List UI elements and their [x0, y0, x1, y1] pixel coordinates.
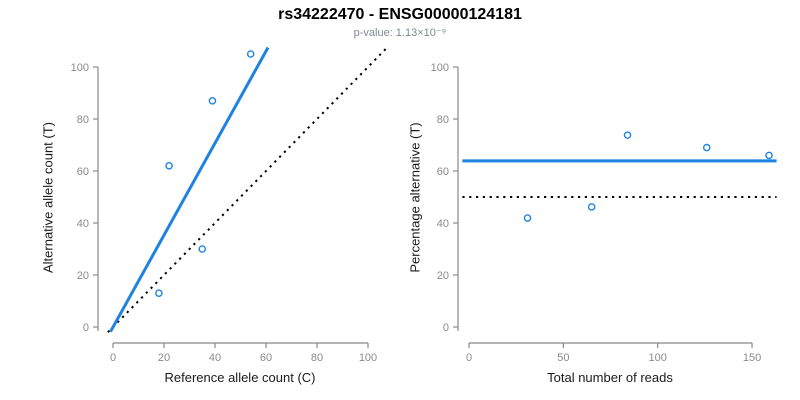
right-y-axis-title: Percentage alternative (T) — [407, 122, 423, 273]
y-tick-label: 80 — [77, 114, 89, 126]
x-tick-label: 60 — [260, 352, 272, 364]
x-tick-label: 50 — [557, 352, 569, 364]
data-point — [208, 97, 217, 105]
x-tick-label: 150 — [743, 352, 761, 364]
allelic-ratio-fit-line — [109, 46, 270, 333]
x-tick-label: 20 — [158, 352, 170, 364]
data-point — [765, 151, 773, 160]
y-tick-label: 40 — [77, 218, 89, 230]
data-point — [587, 203, 596, 211]
right-x-axis-title: Total number of reads — [547, 370, 673, 385]
y-tick-label: 20 — [437, 270, 449, 282]
y-tick-label: 60 — [437, 166, 449, 178]
figure-title: rs34222470 - ENSG00000124181 — [278, 6, 522, 23]
p-value-subtitle: p-value: 1.13×10⁻⁹ — [353, 27, 447, 39]
x-tick-label: 40 — [209, 352, 221, 364]
data-point — [155, 289, 163, 298]
left-x-axis-title: Reference allele count (C) — [164, 370, 316, 385]
y-tick-label: 100 — [71, 62, 89, 74]
y-tick-label: 0 — [443, 322, 449, 334]
data-point — [623, 131, 632, 139]
left-y-axis-title: Alternative allele count (T) — [40, 122, 56, 274]
data-point — [165, 161, 173, 170]
y-tick-label: 0 — [83, 322, 89, 334]
identity-line — [107, 46, 388, 333]
x-tick-label: 0 — [466, 352, 472, 364]
x-tick-label: 100 — [359, 352, 377, 364]
data-point — [198, 245, 207, 253]
y-tick-label: 60 — [77, 166, 89, 178]
x-tick-label: 100 — [649, 352, 667, 364]
data-point — [246, 50, 255, 58]
data-point — [702, 143, 711, 152]
y-tick-label: 80 — [437, 114, 449, 126]
y-tick-label: 20 — [77, 270, 89, 282]
y-tick-label: 100 — [431, 62, 449, 74]
data-point — [523, 214, 532, 222]
x-tick-label: 80 — [311, 352, 323, 364]
y-tick-label: 40 — [437, 218, 449, 230]
x-tick-label: 0 — [110, 352, 116, 364]
